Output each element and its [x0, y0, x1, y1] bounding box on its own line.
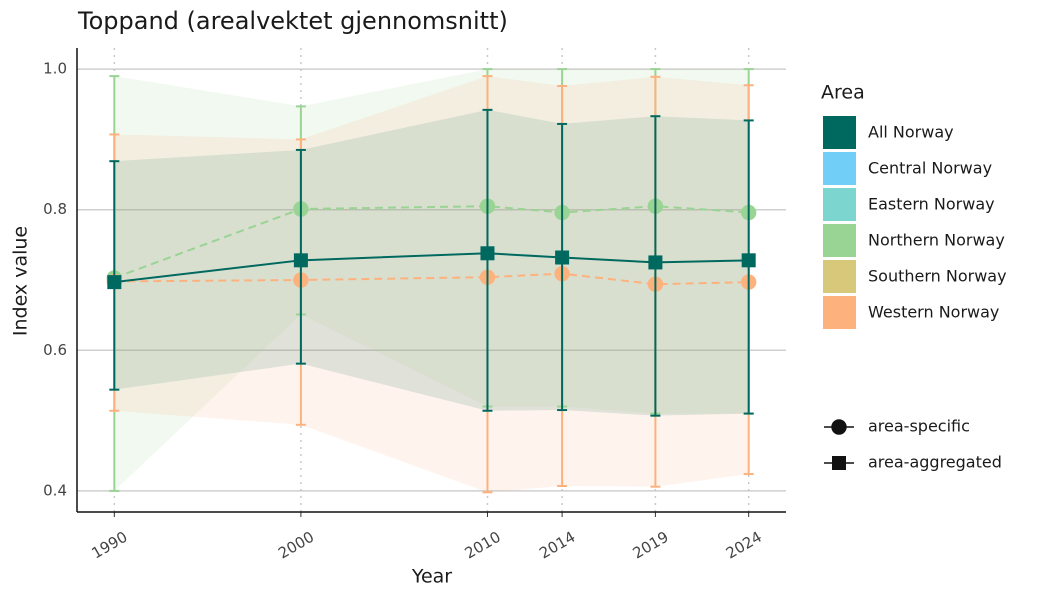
legend-swatch — [823, 116, 856, 149]
legend-title: Area — [821, 82, 865, 104]
confidence-band — [114, 69, 749, 491]
x-tick-label: 2019 — [630, 528, 672, 563]
y-axis-label: Index value — [10, 226, 32, 336]
chart-title: Toppand (arealvektet gjennomsnitt) — [77, 7, 508, 35]
legend-label: Northern Norway — [868, 231, 1005, 250]
x-tick-label: 2000 — [275, 528, 317, 563]
data-point — [480, 246, 495, 261]
y-tick-label: 0.6 — [43, 341, 67, 359]
data-point — [741, 253, 756, 268]
x-tick-label: 1990 — [88, 528, 130, 563]
x-axis-label: Year — [411, 566, 452, 588]
data-point — [107, 275, 122, 290]
legend-label: Eastern Norway — [868, 195, 995, 214]
series-line — [114, 272, 749, 286]
legend-label: Western Norway — [868, 303, 999, 322]
confidence-band — [114, 109, 749, 416]
legend-label: area-specific — [868, 417, 970, 436]
legend-label: Southern Norway — [868, 267, 1007, 286]
x-tick-label: 2024 — [723, 528, 765, 563]
legend-swatch — [823, 296, 856, 329]
legend-swatch — [823, 260, 856, 293]
legend-label: Central Norway — [868, 159, 992, 178]
y-tick-label: 0.8 — [43, 200, 67, 218]
series-line — [114, 252, 749, 284]
legend-key-marker — [831, 419, 847, 435]
error-bar — [482, 108, 493, 412]
x-tick-label: 2014 — [536, 528, 578, 563]
y-tick-label: 1.0 — [43, 60, 67, 78]
legend-label: area-aggregated — [868, 453, 1002, 472]
data-point — [555, 250, 570, 265]
data-point — [648, 255, 663, 270]
legend-label: All Norway — [868, 123, 954, 142]
legend-swatch — [823, 224, 856, 257]
legend-swatch — [823, 188, 856, 221]
error-bar — [557, 122, 568, 412]
y-tick-label: 0.4 — [43, 481, 67, 499]
series-line — [113, 205, 749, 279]
legend-key-marker — [832, 456, 846, 470]
x-tick-label: 2010 — [462, 528, 504, 563]
data-point — [293, 253, 308, 268]
confidence-band — [114, 76, 749, 493]
legend-swatch — [823, 152, 856, 185]
